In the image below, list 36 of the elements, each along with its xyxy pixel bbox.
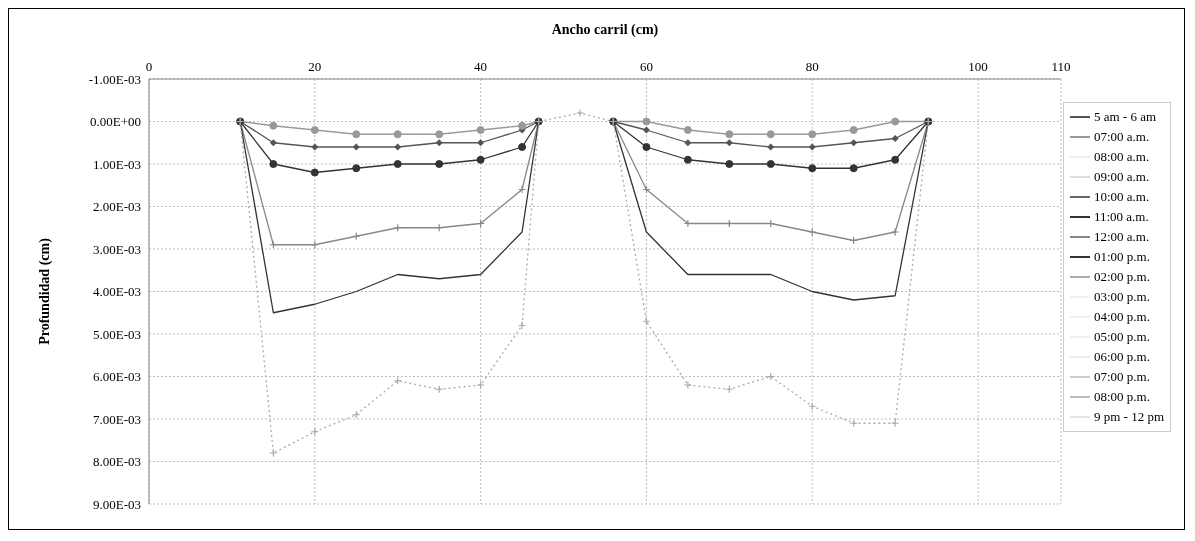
- legend-label: 04:00 p.m.: [1093, 307, 1150, 326]
- legend-label: 07:00 a.m.: [1093, 127, 1150, 146]
- x-tick-label: 110: [1051, 59, 1071, 74]
- legend-label: 10:00 a.m.: [1093, 187, 1150, 206]
- y-tick-label: 8.00E-03: [92, 454, 141, 470]
- y-tick-label: 0.00E+00: [89, 114, 141, 130]
- legend-label: 9 pm - 12 pm: [1093, 407, 1164, 426]
- y-tick-label: 9.00E-03: [92, 496, 141, 512]
- x-axis-title: Ancho carril (cm): [551, 21, 659, 38]
- x-tick-label: 60: [639, 59, 653, 74]
- x-tick-label: 20: [308, 59, 322, 74]
- legend-label: 03:00 p.m.: [1093, 287, 1150, 306]
- y-tick-label: 2.00E-03: [92, 199, 141, 215]
- legend-label: 02:00 p.m.: [1093, 267, 1150, 286]
- y-axis-title: Profundidad (cm): [36, 237, 53, 345]
- x-tick-label: 80: [805, 59, 819, 74]
- legend-label: 08:00 p.m.: [1093, 387, 1150, 406]
- y-tick-label: 4.00E-03: [92, 284, 141, 300]
- y-tick-label: 6.00E-03: [92, 369, 141, 385]
- y-tick-label: 7.00E-03: [92, 411, 141, 427]
- y-tick-label: -1.00E-03: [88, 71, 141, 87]
- x-tick-label: 100: [968, 59, 988, 74]
- legend-label: 05:00 p.m.: [1093, 327, 1150, 346]
- y-tick-label: 1.00E-03: [92, 156, 141, 172]
- legend-label: 06:00 p.m.: [1093, 347, 1150, 366]
- legend-label: 07:00 p.m.: [1093, 367, 1150, 386]
- x-tick-label: 40: [474, 59, 488, 74]
- legend-label: 12:00 a.m.: [1093, 227, 1150, 246]
- legend-label: 01:00 p.m.: [1093, 247, 1150, 266]
- legend-label: 09:00 a.m.: [1093, 167, 1150, 186]
- y-tick-label: 5.00E-03: [92, 326, 141, 342]
- y-tick-label: 3.00E-03: [92, 241, 141, 257]
- legend-label: 5 am - 6 am: [1093, 107, 1157, 126]
- x-tick-label: 0: [145, 59, 153, 74]
- legend-label: 08:00 a.m.: [1093, 147, 1150, 166]
- legend-label: 11:00 a.m.: [1093, 207, 1149, 226]
